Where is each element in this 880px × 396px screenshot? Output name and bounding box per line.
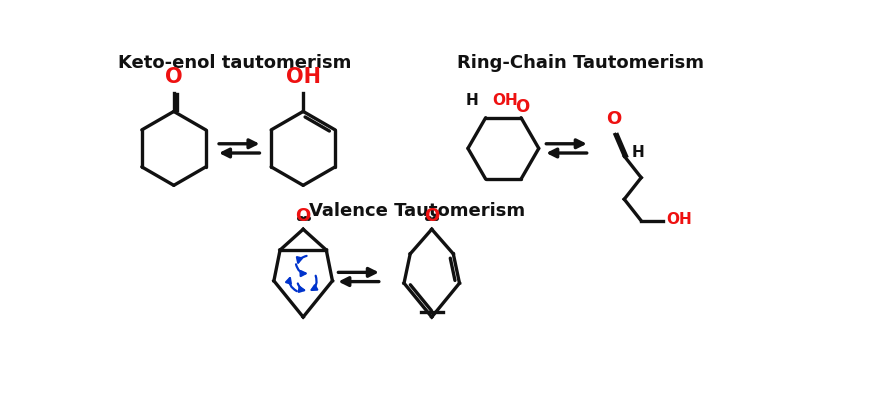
Text: O: O <box>296 207 311 225</box>
Text: O: O <box>516 98 530 116</box>
Text: O: O <box>165 67 183 87</box>
Text: Valence Tautomerism: Valence Tautomerism <box>309 202 524 219</box>
Text: Ring-Chain Tautomerism: Ring-Chain Tautomerism <box>458 54 704 72</box>
Text: O: O <box>424 207 439 225</box>
Text: O: O <box>605 110 621 128</box>
Text: OH: OH <box>286 67 320 87</box>
Text: Keto-enol tautomerism: Keto-enol tautomerism <box>119 54 352 72</box>
Text: OH: OH <box>666 212 692 227</box>
Text: H: H <box>466 93 478 109</box>
Text: OH: OH <box>492 93 517 109</box>
Text: H: H <box>632 145 645 160</box>
